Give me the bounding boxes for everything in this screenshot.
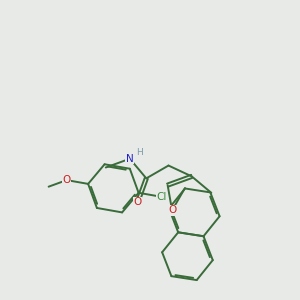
Text: N: N <box>126 154 134 164</box>
Text: Cl: Cl <box>156 192 166 202</box>
Text: O: O <box>63 175 71 185</box>
Text: O: O <box>134 197 142 207</box>
Text: H: H <box>136 148 142 157</box>
Text: O: O <box>168 206 176 215</box>
